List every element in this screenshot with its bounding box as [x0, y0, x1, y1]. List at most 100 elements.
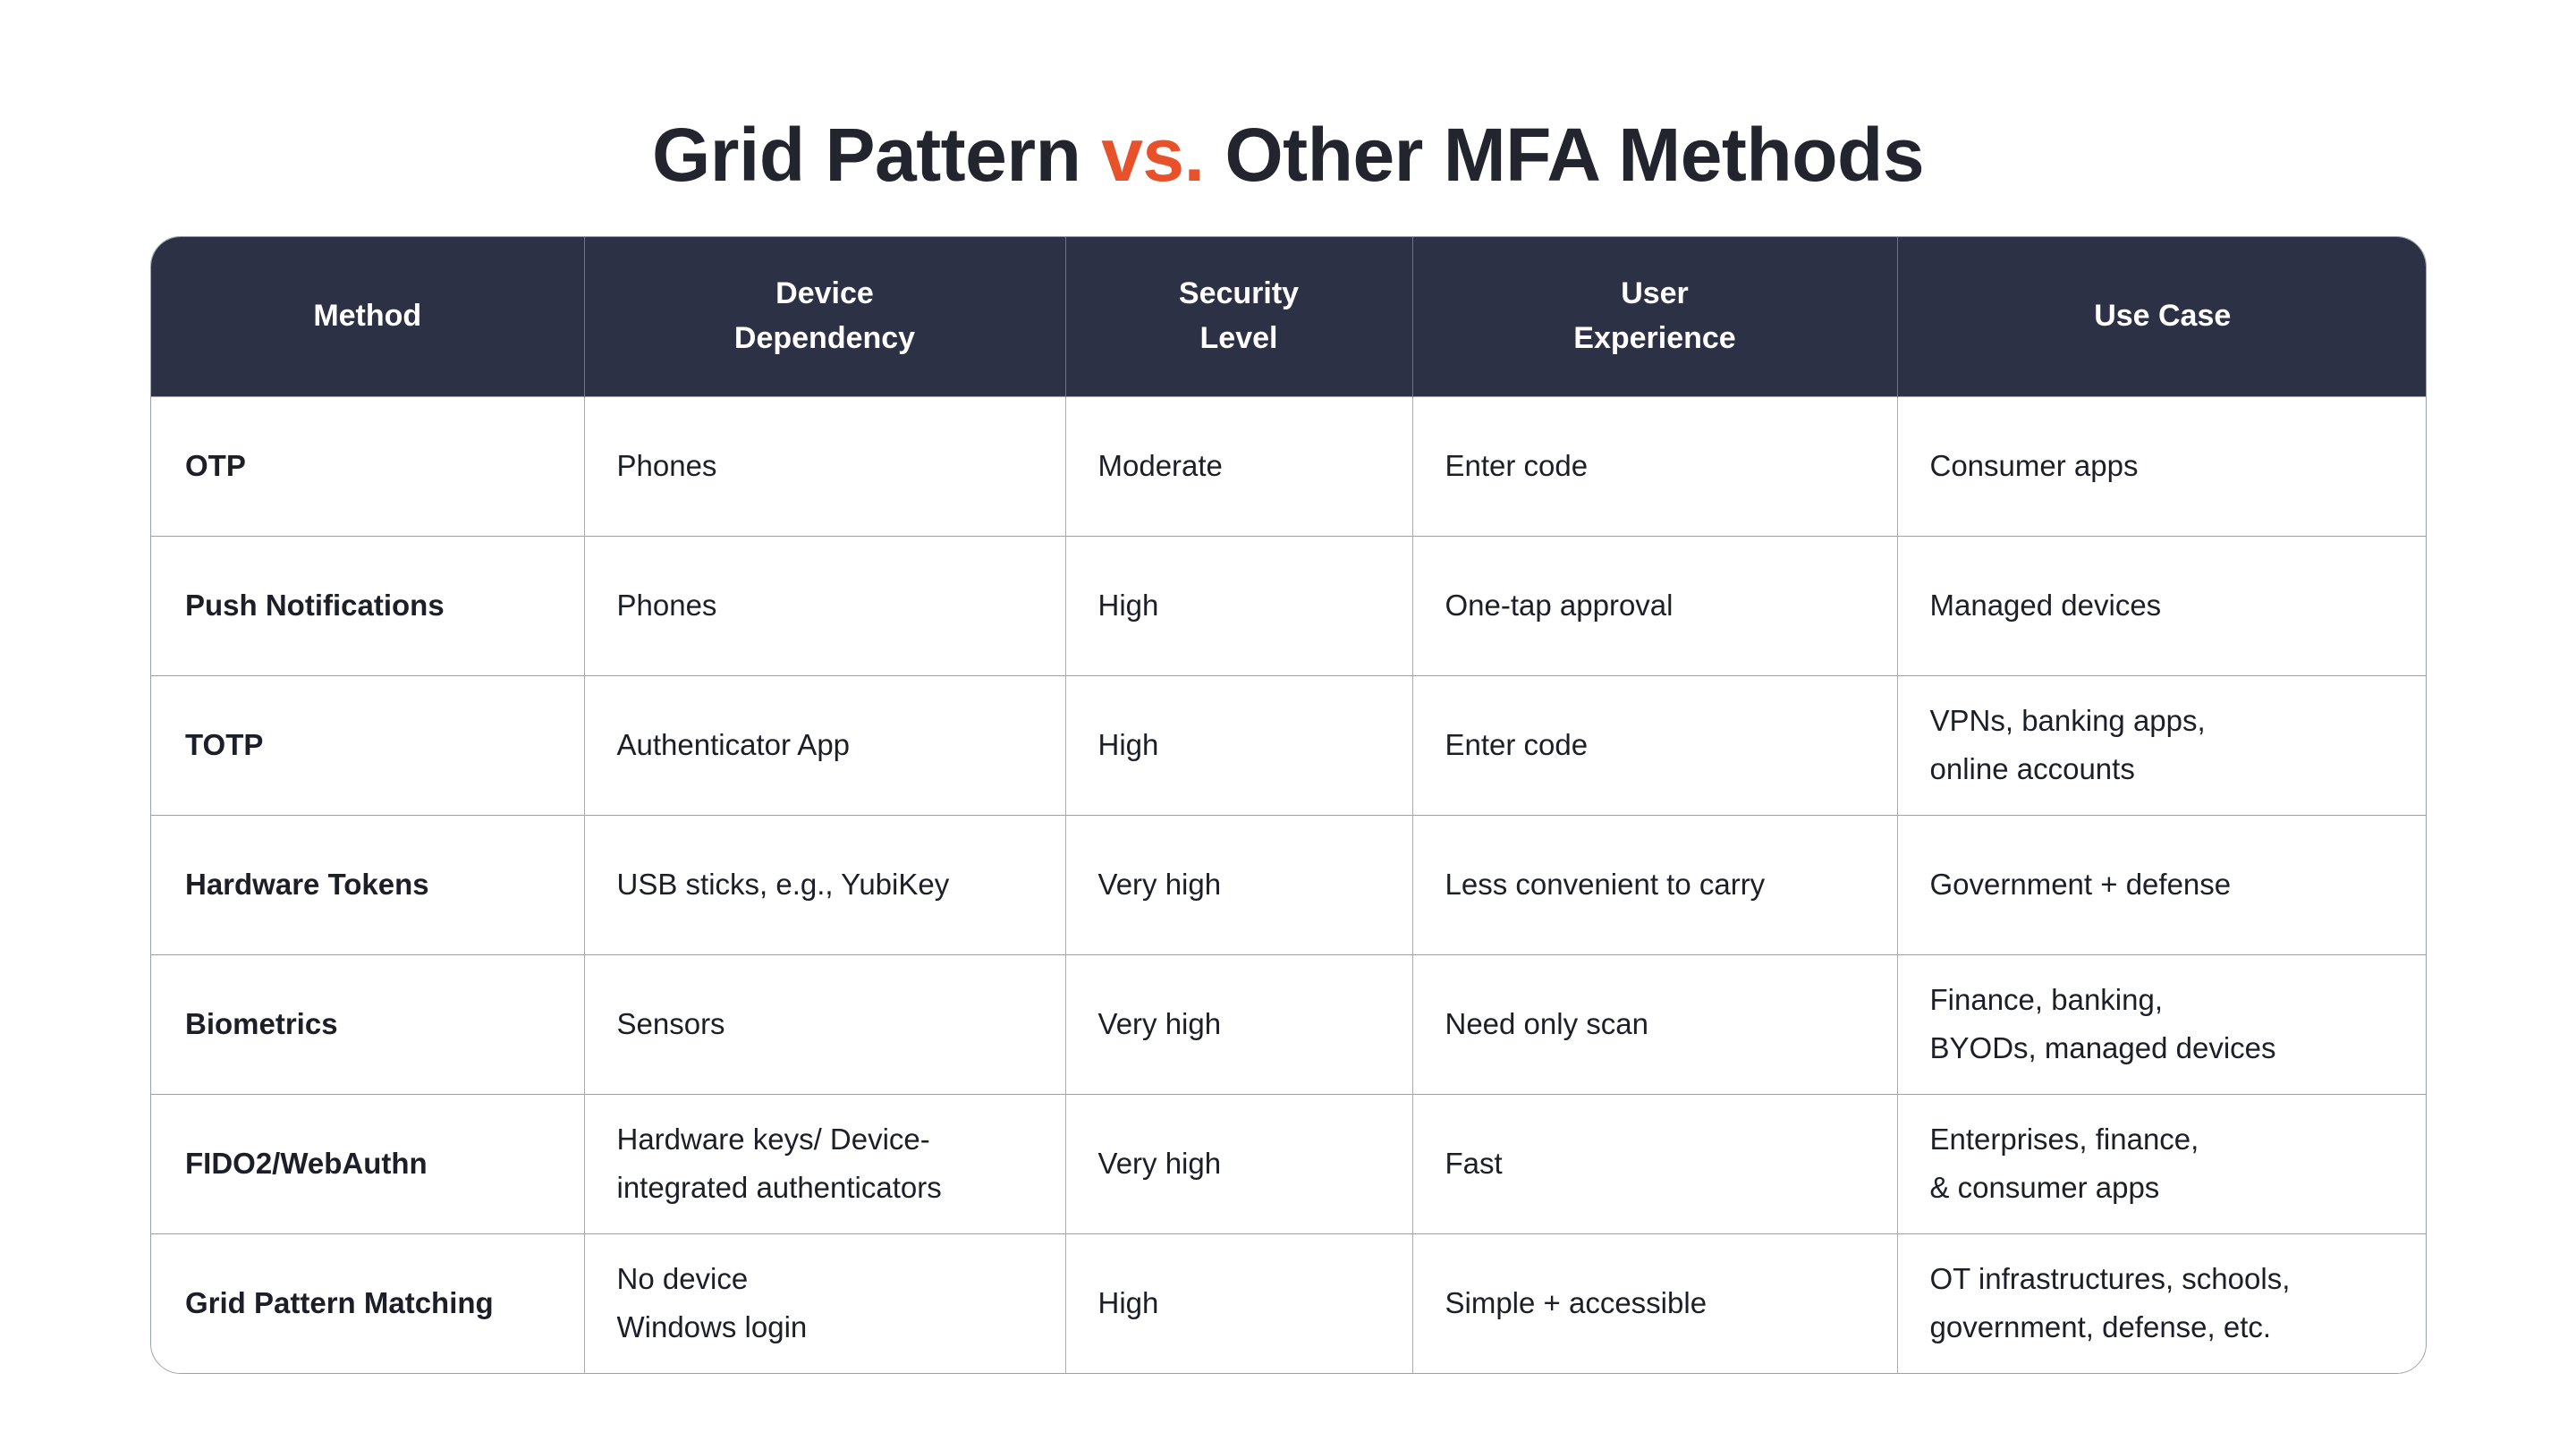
- cell-user-experience: Enter code: [1412, 674, 1898, 815]
- cell-device: Authenticator App: [584, 674, 1066, 815]
- cell-use-case: Finance, banking, BYODs, managed devices: [1897, 953, 2426, 1094]
- cell-user-experience: Less convenient to carry: [1412, 814, 1898, 954]
- cell-device: Sensors: [584, 953, 1066, 1094]
- cell-use-case-line-1: Consumer apps: [1929, 448, 2139, 482]
- mfa-comparison-table-container: Method Device Dependency Security Level …: [150, 236, 2427, 1374]
- table-row: Push Notifications Phones High One-tap appr…: [151, 535, 2426, 675]
- cell-device-line-1: Phones: [616, 448, 717, 482]
- mfa-comparison-table: Method Device Dependency Security Level …: [151, 237, 2426, 1373]
- title-highlight-vs: vs.: [1101, 113, 1205, 198]
- cell-method: Biometrics: [151, 953, 585, 1094]
- cell-device-line-1: Phones: [616, 588, 717, 622]
- cell-use-case-line-2: BYODs, managed devices: [1929, 1030, 2276, 1064]
- cell-use-case: Enterprises, finance, & consumer apps: [1897, 1093, 2426, 1233]
- cell-user-experience-line-1: Less convenient to carry: [1445, 867, 1766, 901]
- cell-user-experience: Simple + accessible: [1412, 1233, 1898, 1373]
- table-row: TOTP Authenticator App High Enter code VPNs,…: [151, 674, 2426, 815]
- cell-security: High: [1065, 1233, 1413, 1373]
- cell-device-line-1: Hardware keys/ Device-: [616, 1122, 930, 1156]
- cell-use-case-line-1: Finance, banking,: [1929, 982, 2164, 1016]
- cell-user-experience-line-1: Fast: [1445, 1146, 1503, 1180]
- cell-method: Push Notifications: [151, 535, 585, 675]
- column-header-ux-line-2: Experience: [1573, 321, 1736, 356]
- table-row: Biometrics Sensors Very high Need only scan…: [151, 953, 2426, 1094]
- cell-use-case: Consumer apps: [1897, 395, 2426, 536]
- cell-user-experience-line-1: Simple + accessible: [1445, 1285, 1707, 1319]
- title-text-after: Other MFA Methods: [1204, 113, 1925, 198]
- cell-use-case-line-1: OT infrastructures, schools,: [1929, 1261, 2291, 1295]
- table-row: FIDO2/WebAuthn Hardware keys/ Device-inte…: [151, 1093, 2426, 1233]
- cell-device: Phones: [584, 535, 1066, 675]
- cell-security: High: [1065, 535, 1413, 675]
- cell-method-line-1: Hardware Tokens: [185, 867, 429, 901]
- cell-device: Phones: [584, 395, 1066, 536]
- table-row: OTP Phones Moderate Enter code Consumer apps: [151, 395, 2426, 536]
- cell-user-experience-line-1: Enter code: [1445, 727, 1589, 761]
- cell-use-case: OT infrastructures, schools, government, …: [1897, 1233, 2426, 1373]
- cell-method: Grid Pattern Matching: [151, 1233, 585, 1373]
- column-header-method-label: Method: [313, 299, 422, 334]
- column-header-security-line-2: Level: [1199, 321, 1278, 356]
- cell-use-case-line-2: government, defense, etc.: [1929, 1309, 2272, 1343]
- cell-security: High: [1065, 674, 1413, 815]
- cell-use-case-line-1: Enterprises, finance,: [1929, 1122, 2199, 1156]
- title-text-before: Grid Pattern: [651, 113, 1102, 198]
- cell-use-case: Government + defense: [1897, 814, 2426, 954]
- column-header-user-experience: User Experience: [1412, 237, 1898, 396]
- cell-user-experience: One-tap approval: [1412, 535, 1898, 675]
- cell-security-line-1: High: [1097, 1285, 1159, 1319]
- cell-device: No device Windows login: [584, 1233, 1066, 1373]
- cell-security: Very high: [1065, 953, 1413, 1094]
- cell-user-experience: Enter code: [1412, 395, 1898, 536]
- cell-device-line-1: Sensors: [616, 1006, 725, 1040]
- cell-device-line-2: Windows login: [616, 1309, 808, 1343]
- column-header-security-line-1: Security: [1178, 276, 1300, 311]
- cell-security-line-1: Very high: [1097, 1006, 1222, 1040]
- cell-use-case-line-1: VPNs, banking apps,: [1929, 703, 2206, 737]
- column-header-device-line-2: Dependency: [733, 321, 916, 356]
- cell-method-line-1: OTP: [185, 448, 246, 482]
- cell-use-case-line-2: & consumer apps: [1929, 1170, 2160, 1204]
- cell-use-case-line-1: Managed devices: [1929, 588, 2162, 622]
- table-body: OTP Phones Moderate Enter code Consumer apps…: [151, 395, 2426, 1373]
- cell-device: Hardware keys/ Device-integrated authent…: [584, 1093, 1066, 1233]
- cell-user-experience-line-1: Need only scan: [1445, 1006, 1648, 1040]
- cell-device-line-1: Authenticator App: [616, 727, 851, 761]
- cell-security-line-1: High: [1097, 588, 1159, 622]
- cell-user-experience: Need only scan: [1412, 953, 1898, 1094]
- cell-use-case: Managed devices: [1897, 535, 2426, 675]
- cell-use-case-line-2: online accounts: [1929, 751, 2135, 785]
- column-header-use-case: Use Case: [1897, 237, 2426, 396]
- table-row: Grid Pattern Matching No device Windows lo…: [151, 1233, 2426, 1373]
- column-header-usecase-label: Use Case: [2094, 299, 2232, 334]
- cell-security: Moderate: [1065, 395, 1413, 536]
- cell-method-line-1: Grid Pattern Matching: [185, 1285, 494, 1319]
- cell-use-case: VPNs, banking apps, online accounts: [1897, 674, 2426, 815]
- cell-user-experience: Fast: [1412, 1093, 1898, 1233]
- column-header-device-dependency: Device Dependency: [584, 237, 1066, 396]
- cell-method: OTP: [151, 395, 585, 536]
- cell-method-line-1: TOTP: [185, 727, 264, 761]
- cell-device-line-1: USB sticks, e.g., YubiKey: [616, 867, 950, 901]
- table-row: Hardware Tokens USB sticks, e.g., YubiKey…: [151, 814, 2426, 954]
- column-header-method: Method: [151, 237, 585, 396]
- cell-method: TOTP: [151, 674, 585, 815]
- cell-security-line-1: Very high: [1097, 1146, 1222, 1180]
- cell-method-line-1: Biometrics: [185, 1006, 338, 1040]
- cell-user-experience-line-1: One-tap approval: [1445, 588, 1674, 622]
- cell-security: Very high: [1065, 814, 1413, 954]
- cell-method: FIDO2/WebAuthn: [151, 1093, 585, 1233]
- cell-security-line-1: Moderate: [1097, 448, 1223, 482]
- cell-method-line-1: FIDO2/WebAuthn: [185, 1146, 428, 1180]
- page-title: Grid Pattern vs. Other MFA Methods: [0, 114, 2576, 196]
- cell-user-experience-line-1: Enter code: [1445, 448, 1589, 482]
- cell-device-line-1: No device: [616, 1261, 749, 1295]
- cell-device-line-2: integrated authenticators: [616, 1170, 942, 1204]
- cell-method-line-1: Push Notifications: [185, 588, 445, 622]
- column-header-security-level: Security Level: [1065, 237, 1413, 396]
- cell-security-line-1: High: [1097, 727, 1159, 761]
- column-header-device-line-1: Device: [775, 276, 874, 311]
- cell-security: Very high: [1065, 1093, 1413, 1233]
- cell-use-case-line-1: Government + defense: [1929, 867, 2232, 901]
